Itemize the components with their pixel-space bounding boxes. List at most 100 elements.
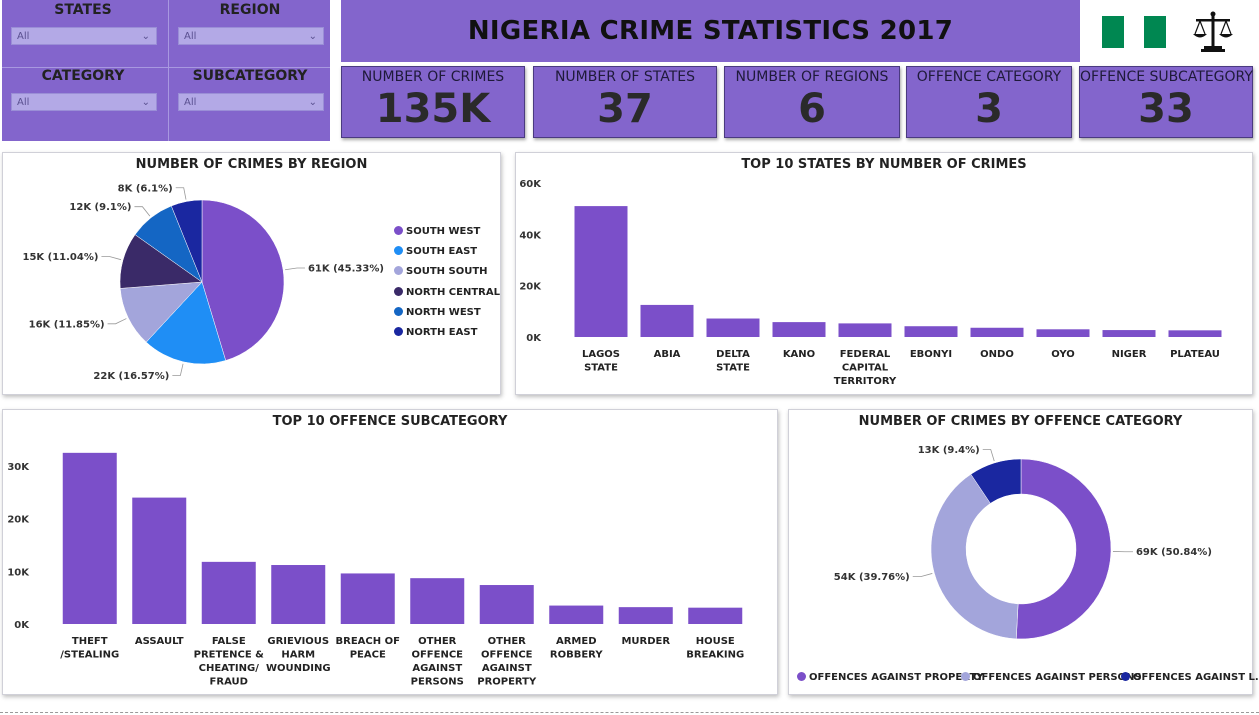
bar[interactable] xyxy=(479,585,534,624)
leader-line xyxy=(175,187,187,200)
legend-item[interactable]: NORTH WEST xyxy=(394,307,481,318)
pie-slice[interactable] xyxy=(201,199,285,361)
x-tick-label: DELTA STATE xyxy=(716,349,750,374)
kpi-value: 3 xyxy=(975,86,1003,132)
kpi-card-regions: NUMBER OF REGIONS 6 xyxy=(724,66,900,138)
legend-dot-icon xyxy=(394,327,403,336)
bar[interactable] xyxy=(838,323,892,337)
category-dropdown[interactable]: All ⌄ xyxy=(11,93,157,111)
dropdown-value: All xyxy=(17,97,30,108)
y-tick-label: 20K xyxy=(7,515,30,526)
pie-slice[interactable] xyxy=(930,473,1019,640)
legend-item[interactable]: OFFENCES AGAINST PERSONS xyxy=(961,672,1142,683)
kpi-card-crimes: NUMBER OF CRIMES 135K xyxy=(341,66,525,138)
bar[interactable] xyxy=(574,206,628,337)
category-donut-chart: 69K (50.84%) 54K (39.76%) 13K (9.4%) xyxy=(834,445,1212,640)
legend-item[interactable]: SOUTH SOUTH xyxy=(394,266,488,277)
y-tick-label: 20K xyxy=(519,282,542,293)
subcategory-dropdown[interactable]: All ⌄ xyxy=(178,93,324,111)
kpi-title: NUMBER OF CRIMES xyxy=(361,69,505,85)
data-label: 13K (9.4%) xyxy=(918,445,980,456)
pie-slice[interactable] xyxy=(970,458,1022,504)
filter-subcategory: SUBCATEGORY All ⌄ xyxy=(169,66,331,132)
chevron-down-icon: ⌄ xyxy=(141,31,150,42)
bar[interactable] xyxy=(640,304,694,337)
filter-label: REGION xyxy=(219,2,281,18)
x-tick-label: FALSE PRETENCE & CHEATING/FRAUD xyxy=(194,636,265,688)
kpi-title: NUMBER OF REGIONS xyxy=(735,69,889,85)
bar[interactable] xyxy=(201,561,256,624)
kpi-value: 33 xyxy=(1138,86,1194,132)
data-label: 54K (39.76%) xyxy=(834,572,910,583)
x-tick-label: ABIA xyxy=(654,349,681,360)
pie-slice[interactable] xyxy=(1015,458,1112,640)
legend-item[interactable]: NORTH EAST xyxy=(394,327,477,338)
kpi-title: NUMBER OF STATES xyxy=(554,69,696,85)
chart-title: TOP 10 STATES BY NUMBER OF CRIMES xyxy=(741,157,1027,172)
legend-dot-icon xyxy=(394,307,403,316)
bar[interactable] xyxy=(1036,329,1090,337)
legend-label: NORTH WEST xyxy=(406,307,481,318)
kpi-value: 37 xyxy=(597,86,653,132)
region-dropdown[interactable]: All ⌄ xyxy=(178,27,324,45)
dropdown-value: All xyxy=(184,97,197,108)
data-label: 69K (50.84%) xyxy=(1136,547,1212,558)
filter-label: SUBCATEGORY xyxy=(192,68,308,84)
legend-label: NORTH EAST xyxy=(406,327,478,338)
bar[interactable] xyxy=(410,578,465,624)
leader-line xyxy=(982,449,995,462)
legend-dot-icon xyxy=(1121,672,1130,681)
chevron-down-icon: ⌄ xyxy=(308,97,317,108)
filter-label: CATEGORY xyxy=(41,68,125,84)
bar[interactable] xyxy=(340,573,395,624)
region-pie-panel: NUMBER OF CRIMES BY REGION 61K (45.33%) 2… xyxy=(2,152,501,395)
filter-category: CATEGORY All ⌄ xyxy=(2,66,164,132)
dropdown-value: All xyxy=(184,31,197,42)
region-pie-chart: 61K (45.33%) 22K (16.57%) 16K (11.85%) 15K … xyxy=(23,183,384,382)
legend-item[interactable]: SOUTH WEST xyxy=(394,226,480,237)
x-tick-label: OTHER OFFENCE AGAINST PERSONS xyxy=(411,636,464,688)
filter-region: REGION All ⌄ xyxy=(169,0,331,66)
data-label: 16K (11.85%) xyxy=(29,319,105,330)
x-tick-label: THEFT/STEALING xyxy=(60,636,119,661)
bar[interactable] xyxy=(62,452,117,624)
bar[interactable] xyxy=(904,326,958,337)
bar[interactable] xyxy=(618,607,673,624)
legend-item[interactable]: NORTH CENTRAL xyxy=(394,287,500,298)
states-dropdown[interactable]: All ⌄ xyxy=(11,27,157,45)
legend-dot-icon xyxy=(797,672,806,681)
legend-label: OFFENCES AGAINST PERSONS xyxy=(973,672,1142,683)
kpi-value: 6 xyxy=(798,86,826,132)
legend-dot-icon xyxy=(394,246,403,255)
chart-title: NUMBER OF CRIMES BY REGION xyxy=(135,157,368,172)
states-bar-chart: 0K 20K 40K 60K LAGOS STATE ABIA DELTA STATE KANO F… xyxy=(519,179,1222,387)
legend-dot-icon xyxy=(961,672,970,681)
pie-slice[interactable] xyxy=(171,199,203,283)
y-tick-label: 0K xyxy=(14,620,30,631)
bar[interactable] xyxy=(271,565,326,624)
bar[interactable] xyxy=(688,607,743,624)
bar[interactable] xyxy=(132,497,187,624)
data-label: 15K (11.04%) xyxy=(23,252,99,263)
bar[interactable] xyxy=(706,318,760,337)
bar[interactable] xyxy=(1102,330,1156,337)
bar[interactable] xyxy=(1168,330,1222,337)
pie-slice[interactable] xyxy=(119,281,203,343)
x-tick-label: MURDER xyxy=(621,636,670,647)
y-tick-label: 60K xyxy=(519,179,542,190)
legend-item[interactable]: SOUTH EAST xyxy=(394,246,477,257)
pie-slice[interactable] xyxy=(145,281,227,365)
x-tick-label: PLATEAU xyxy=(1170,349,1220,360)
leader-line xyxy=(107,318,127,325)
legend-item[interactable]: OFFENCES AGAINST PROPERTY xyxy=(797,672,984,683)
bar[interactable] xyxy=(970,327,1024,337)
bar[interactable] xyxy=(549,605,604,624)
x-tick-label: OTHER OFFENCE AGAINST PROPERTY xyxy=(477,636,537,688)
chart-title: NUMBER OF CRIMES BY OFFENCE CATEGORY xyxy=(858,414,1183,429)
x-tick-label: NIGER xyxy=(1112,349,1147,360)
data-label: 61K (45.33%) xyxy=(308,263,384,274)
legend-item[interactable]: OFFENCES AGAINST L... xyxy=(1121,672,1259,683)
bar[interactable] xyxy=(772,322,826,337)
filter-label: STATES xyxy=(54,2,112,18)
divider xyxy=(2,67,330,68)
